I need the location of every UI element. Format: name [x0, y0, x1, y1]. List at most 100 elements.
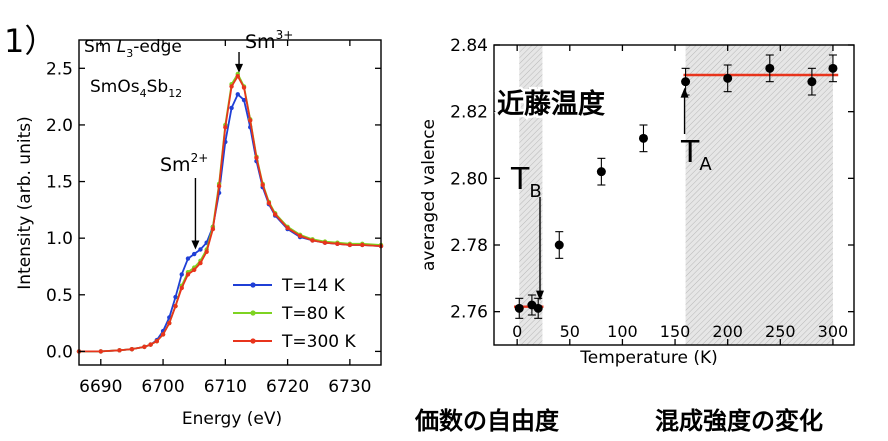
data-point [596, 157, 606, 186]
data-point [248, 118, 253, 123]
y-tick-label: 0.0 [46, 342, 73, 362]
left-y-axis-label: Intensity (arb. units) [15, 116, 35, 289]
data-point [828, 54, 838, 83]
legend-item-80k: T=80 K [233, 304, 346, 324]
series-t-300-k [76, 74, 384, 354]
y-tick-label: 1.5 [46, 173, 73, 193]
caption-hybridization-change: 混成強度の変化 [655, 407, 823, 435]
data-point [173, 303, 178, 309]
left-plot-frame [78, 39, 382, 366]
y-tick-label: 2.82 [450, 103, 488, 123]
data-point [191, 267, 197, 273]
x-tick-label: 200 [712, 322, 743, 341]
x-tick-label: 150 [660, 322, 691, 341]
data-point [260, 182, 265, 188]
data-point [148, 342, 153, 347]
point-marker [514, 303, 524, 313]
legend-label: T=14 K [281, 276, 346, 296]
point-marker [807, 77, 817, 87]
data-point [191, 251, 197, 257]
data-point [514, 297, 524, 319]
legend-label: T=80 K [281, 304, 346, 324]
data-point [322, 240, 328, 245]
right-x-axis-label: Temperature (K) [579, 348, 718, 368]
legend-label: T=300 K [281, 332, 356, 352]
data-point [266, 200, 272, 206]
point-marker [554, 240, 564, 250]
data-point [216, 183, 222, 189]
x-tick-label: 250 [765, 322, 796, 341]
data-point [142, 344, 147, 350]
caption-valence-freedom: 価数の自由度 [414, 407, 560, 435]
data-point [179, 285, 184, 291]
right-y-axis-label: averaged valence [419, 119, 439, 271]
point-marker [596, 167, 606, 177]
data-point [765, 54, 775, 83]
ta-label: TA [680, 135, 712, 175]
arrow-head [235, 63, 244, 73]
y-tick-label: 2.84 [450, 36, 488, 56]
data-point [254, 155, 259, 160]
kondo-temperature-label: 近藤温度 [497, 88, 605, 120]
data-point [723, 64, 733, 93]
data-point [210, 226, 216, 232]
data-point [160, 332, 166, 337]
data-point [310, 238, 315, 243]
panel-number: 1） [4, 22, 56, 60]
x-tick-label: 6700 [141, 377, 184, 397]
y-tick-label: 2.0 [46, 116, 73, 136]
data-point [335, 241, 340, 247]
data-point [229, 84, 234, 89]
data-point [272, 212, 278, 217]
series-line [79, 74, 382, 353]
x-tick-label: 6720 [266, 377, 309, 397]
point-marker [533, 303, 543, 313]
data-point [241, 97, 247, 103]
point-marker [723, 73, 733, 83]
data-point [229, 105, 234, 111]
left-chart-title: Sm L3-edge [84, 37, 182, 60]
point-marker [828, 63, 838, 73]
data-point [223, 124, 228, 130]
x-tick-label: 6690 [79, 377, 122, 397]
legend: T=14 K T=80 K T=300 K [233, 276, 356, 352]
point-marker [681, 77, 691, 87]
data-point [533, 297, 543, 319]
data-point [129, 346, 135, 352]
sm2-label: Sm2+ [160, 151, 208, 176]
data-point [554, 231, 564, 259]
x-tick-label: 300 [818, 322, 849, 341]
arrow-head [191, 240, 200, 250]
data-point [360, 242, 365, 248]
data-point [173, 294, 178, 300]
data-point [235, 74, 240, 79]
valence-chart: 0 50 100 150 200 250 300 2.76 2.78 2.80 2.82 2.84 近… [419, 36, 855, 368]
x-tick-label: 100 [607, 322, 638, 341]
x-tick-label: 0 [512, 322, 522, 341]
data-point [285, 225, 290, 231]
x-tick-label: 6730 [328, 377, 371, 397]
data-point [185, 256, 191, 261]
xas-spectrum-chart: 6690 6700 6710 6720 6730 0.0 0.5 1.0 1.5 2.0 2.5 S… [15, 28, 384, 429]
data-point [167, 320, 172, 326]
data-point [98, 349, 103, 354]
data-point [347, 242, 353, 248]
sm3-label: Sm3+ [245, 28, 293, 53]
data-point [198, 247, 203, 252]
sample-label: SmOs4Sb12 [90, 77, 182, 100]
data-point [198, 260, 203, 266]
data-point [185, 272, 191, 277]
data-point [297, 233, 303, 239]
data-point [807, 67, 817, 96]
shaded-region-ta [685, 45, 833, 345]
point-marker [638, 133, 648, 143]
legend-item-300k: T=300 K [233, 332, 356, 352]
y-tick-label: 2.78 [450, 236, 488, 256]
right-plot-frame [493, 44, 855, 346]
legend-item-14k: T=14 K [233, 276, 346, 296]
tb-label: TB [510, 162, 542, 202]
data-point [154, 339, 160, 344]
y-tick-label: 2.5 [46, 59, 73, 79]
data-point [179, 272, 184, 277]
